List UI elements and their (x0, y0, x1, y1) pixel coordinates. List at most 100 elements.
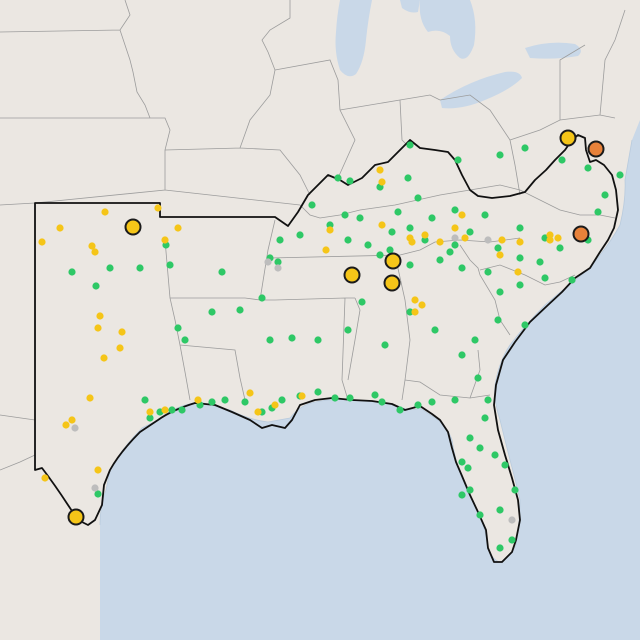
green-marker[interactable] (258, 294, 266, 302)
green-marker[interactable] (341, 211, 349, 219)
gray-marker[interactable] (264, 258, 272, 266)
yellow-marker[interactable] (96, 312, 104, 320)
green-marker[interactable] (428, 214, 436, 222)
yellow-marker[interactable] (458, 211, 466, 219)
green-marker[interactable] (174, 324, 182, 332)
large-yellow-marker[interactable] (343, 266, 361, 284)
green-marker[interactable] (511, 486, 519, 494)
large-yellow-marker[interactable] (384, 252, 402, 270)
green-marker[interactable] (516, 254, 524, 262)
green-marker[interactable] (464, 464, 472, 472)
green-marker[interactable] (466, 228, 474, 236)
yellow-marker[interactable] (246, 389, 254, 397)
yellow-marker[interactable] (100, 354, 108, 362)
green-marker[interactable] (146, 414, 154, 422)
green-marker[interactable] (386, 246, 394, 254)
green-marker[interactable] (494, 316, 502, 324)
green-marker[interactable] (181, 336, 189, 344)
green-marker[interactable] (431, 326, 439, 334)
green-marker[interactable] (476, 511, 484, 519)
green-marker[interactable] (458, 351, 466, 359)
yellow-marker[interactable] (376, 166, 384, 174)
green-marker[interactable] (356, 214, 364, 222)
green-marker[interactable] (371, 391, 379, 399)
gray-marker[interactable] (484, 236, 492, 244)
green-marker[interactable] (466, 434, 474, 442)
yellow-marker[interactable] (194, 396, 202, 404)
green-marker[interactable] (516, 224, 524, 232)
green-marker[interactable] (476, 444, 484, 452)
green-marker[interactable] (414, 401, 422, 409)
yellow-marker[interactable] (91, 248, 99, 256)
green-marker[interactable] (241, 398, 249, 406)
green-marker[interactable] (584, 164, 592, 172)
yellow-marker[interactable] (56, 224, 64, 232)
green-marker[interactable] (474, 374, 482, 382)
green-marker[interactable] (484, 396, 492, 404)
yellow-marker[interactable] (436, 238, 444, 246)
green-marker[interactable] (218, 268, 226, 276)
yellow-marker[interactable] (86, 394, 94, 402)
large-orange-marker[interactable] (572, 225, 590, 243)
green-marker[interactable] (166, 261, 174, 269)
green-marker[interactable] (491, 451, 499, 459)
gray-marker[interactable] (71, 424, 79, 432)
yellow-marker[interactable] (154, 204, 162, 212)
yellow-marker[interactable] (94, 324, 102, 332)
green-marker[interactable] (558, 156, 566, 164)
yellow-marker[interactable] (378, 221, 386, 229)
yellow-marker[interactable] (461, 234, 469, 242)
green-marker[interactable] (346, 177, 354, 185)
green-marker[interactable] (454, 156, 462, 164)
green-marker[interactable] (536, 258, 544, 266)
green-marker[interactable] (92, 282, 100, 290)
green-marker[interactable] (406, 141, 414, 149)
green-marker[interactable] (601, 191, 609, 199)
green-marker[interactable] (521, 321, 529, 329)
green-marker[interactable] (421, 236, 429, 244)
green-marker[interactable] (208, 308, 216, 316)
yellow-marker[interactable] (161, 236, 169, 244)
green-marker[interactable] (471, 336, 479, 344)
green-marker[interactable] (358, 298, 366, 306)
green-marker[interactable] (494, 244, 502, 252)
green-marker[interactable] (178, 406, 186, 414)
green-marker[interactable] (378, 398, 386, 406)
green-marker[interactable] (94, 490, 102, 498)
yellow-marker[interactable] (546, 231, 554, 239)
yellow-marker[interactable] (411, 296, 419, 304)
yellow-marker[interactable] (411, 308, 419, 316)
green-marker[interactable] (594, 208, 602, 216)
green-marker[interactable] (364, 241, 372, 249)
green-marker[interactable] (406, 308, 414, 316)
green-marker[interactable] (436, 256, 444, 264)
green-marker[interactable] (394, 208, 402, 216)
gray-marker[interactable] (451, 234, 459, 242)
green-marker[interactable] (616, 171, 624, 179)
green-marker[interactable] (568, 276, 576, 284)
green-marker[interactable] (451, 396, 459, 404)
green-marker[interactable] (308, 201, 316, 209)
yellow-marker[interactable] (146, 408, 154, 416)
green-marker[interactable] (466, 486, 474, 494)
yellow-marker[interactable] (62, 421, 70, 429)
large-orange-marker[interactable] (587, 140, 605, 158)
yellow-marker[interactable] (498, 236, 506, 244)
green-marker[interactable] (481, 211, 489, 219)
green-marker[interactable] (141, 396, 149, 404)
green-marker[interactable] (106, 264, 114, 272)
gray-marker[interactable] (508, 516, 516, 524)
green-marker[interactable] (521, 144, 529, 152)
yellow-marker[interactable] (546, 236, 554, 244)
yellow-marker[interactable] (554, 234, 562, 242)
yellow-marker[interactable] (298, 392, 306, 400)
green-marker[interactable] (314, 336, 322, 344)
green-marker[interactable] (376, 251, 384, 259)
green-marker[interactable] (296, 231, 304, 239)
green-marker[interactable] (274, 258, 282, 266)
green-marker[interactable] (168, 406, 176, 414)
yellow-marker[interactable] (174, 224, 182, 232)
green-marker[interactable] (326, 221, 334, 229)
green-marker[interactable] (508, 536, 516, 544)
